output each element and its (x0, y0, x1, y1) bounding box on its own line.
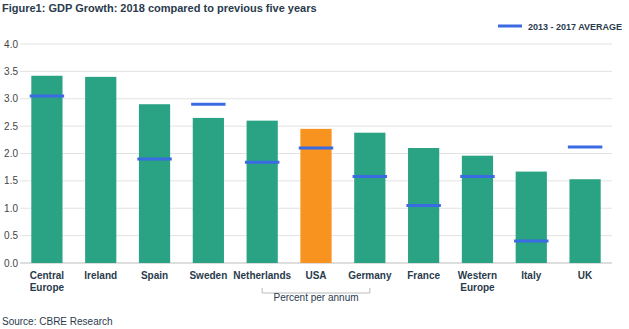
x-tick-label-line: Central (30, 270, 65, 281)
x-axis-label: Percent per annum (273, 292, 358, 303)
x-tick-label: CentralEurope (30, 270, 65, 293)
y-tick-label: 2.5 (4, 121, 18, 132)
x-tick-label: USA (305, 270, 326, 281)
average-dash (299, 147, 333, 150)
plot-area (30, 76, 603, 263)
bar (31, 76, 62, 263)
bar (139, 104, 170, 263)
average-dash (137, 157, 171, 160)
legend-label: 2013 - 2017 AVERAGE (528, 22, 622, 32)
x-tick-label-line: Europe (30, 282, 65, 293)
y-tick-label: 2.0 (4, 148, 18, 159)
y-tick-label: 3.5 (4, 66, 18, 77)
y-tick-label: 1.5 (4, 175, 18, 186)
x-tick-label: Germany (348, 270, 392, 281)
average-dash (191, 103, 225, 106)
x-tick-label: Italy (521, 270, 541, 281)
y-tick-label: 3.0 (4, 93, 18, 104)
y-tick-label: 4.0 (4, 39, 18, 50)
average-dash (353, 175, 387, 178)
x-tick-label: Netherlands (233, 270, 291, 281)
y-tick-label: 0.0 (4, 258, 18, 269)
grid-line (20, 71, 612, 72)
title: Figure1: GDP Growth: 2018 compared to pr… (2, 2, 317, 14)
average-dash (406, 204, 440, 207)
average-dash (30, 95, 64, 98)
x-tick-label-line: Western (458, 270, 497, 281)
average-dash (514, 240, 548, 243)
x-tick-label: Ireland (84, 270, 117, 281)
bar (569, 179, 600, 263)
bar (85, 77, 116, 263)
x-tick-label: Spain (141, 270, 168, 281)
average-dash (460, 175, 494, 178)
x-tick-label-line: Europe (460, 282, 495, 293)
x-tick-label: UK (578, 270, 593, 281)
bar (516, 172, 547, 263)
average-dash (245, 161, 279, 164)
y-tick-label: 0.5 (4, 230, 18, 241)
grid-line (20, 44, 612, 45)
legend-swatch (498, 25, 522, 28)
x-tick-label: Sweden (189, 270, 227, 281)
bar (462, 156, 493, 263)
average-dash (568, 145, 602, 148)
y-tick-label: 1.0 (4, 203, 18, 214)
bar (354, 133, 385, 263)
bar (247, 121, 278, 263)
x-tick-label: France (407, 270, 440, 281)
bar (193, 118, 224, 263)
x-tick-label: WesternEurope (458, 270, 497, 293)
chart: Figure1: GDP Growth: 2018 compared to pr… (0, 0, 629, 329)
source: Source: CBRE Research (2, 316, 113, 327)
